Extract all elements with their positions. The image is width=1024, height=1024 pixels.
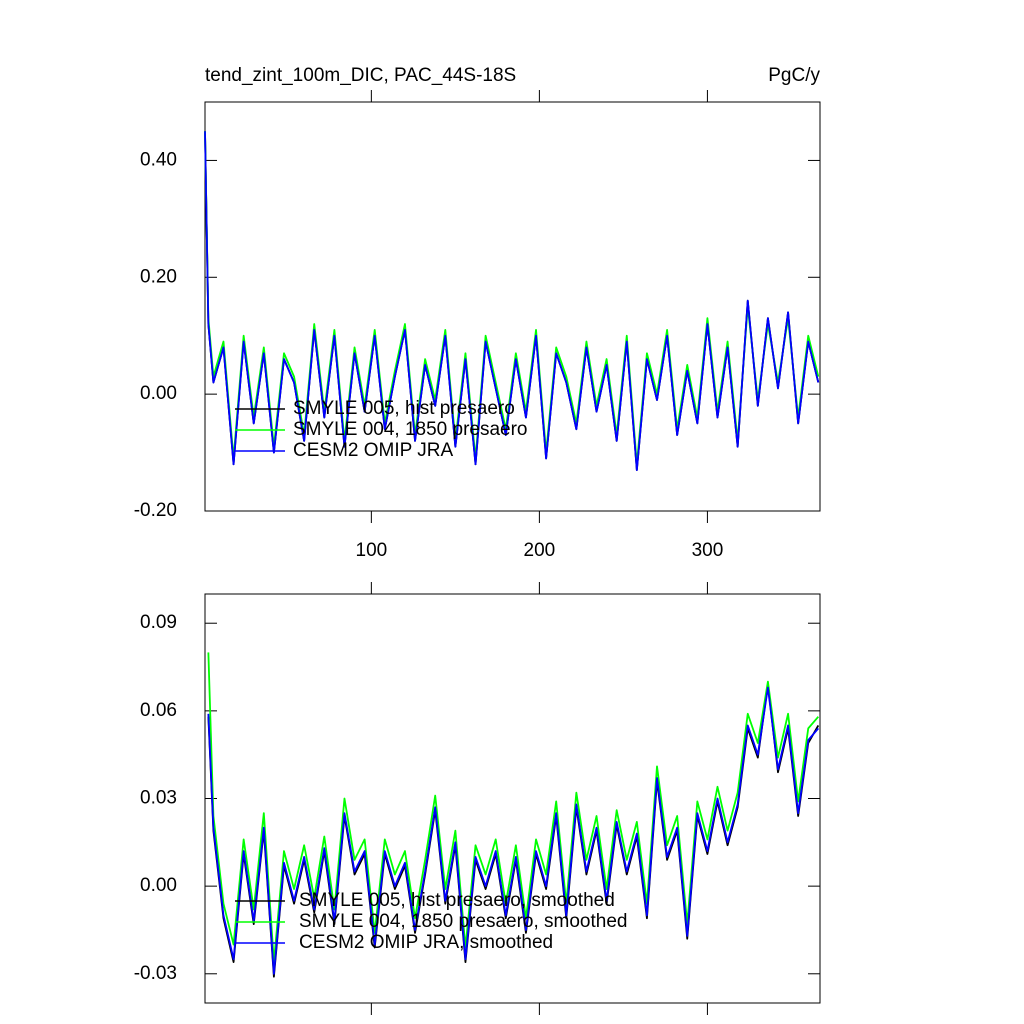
- y-tick-label: 0.20: [140, 266, 177, 287]
- x-tick-label: 100: [356, 540, 388, 561]
- legend-label: SMYLE 004, 1850 presaero, smoothed: [299, 911, 627, 932]
- y-tick-label: 0.03: [140, 788, 177, 809]
- y-tick-label: 0.40: [140, 149, 177, 170]
- legend-label: SMYLE 005, hist presaero, smoothed: [299, 890, 615, 911]
- y-tick-label: 0.09: [140, 612, 177, 633]
- y-tick-label: 0.00: [140, 875, 177, 896]
- chart-title: tend_zint_100m_DIC, PAC_44S-18S: [205, 65, 516, 86]
- legend-label: SMYLE 004, 1850 presaero: [293, 419, 528, 440]
- x-tick-label: 200: [524, 540, 556, 561]
- data-line: [207, 652, 820, 963]
- x-tick-label: 300: [692, 540, 724, 561]
- data-line: [204, 131, 820, 471]
- data-line: [207, 686, 820, 975]
- legend-label: SMYLE 005, hist presaero: [293, 398, 515, 419]
- y-tick-label: 0.00: [140, 383, 177, 404]
- units-label: PgC/y: [768, 65, 820, 86]
- legend-label: CESM2 OMIP JRA, smoothed: [299, 932, 553, 953]
- y-tick-label: -0.20: [134, 500, 177, 521]
- plot-frame: [204, 101, 821, 512]
- y-tick-label: 0.06: [140, 700, 177, 721]
- legend-label: CESM2 OMIP JRA: [293, 440, 453, 461]
- y-tick-label: -0.03: [134, 963, 177, 984]
